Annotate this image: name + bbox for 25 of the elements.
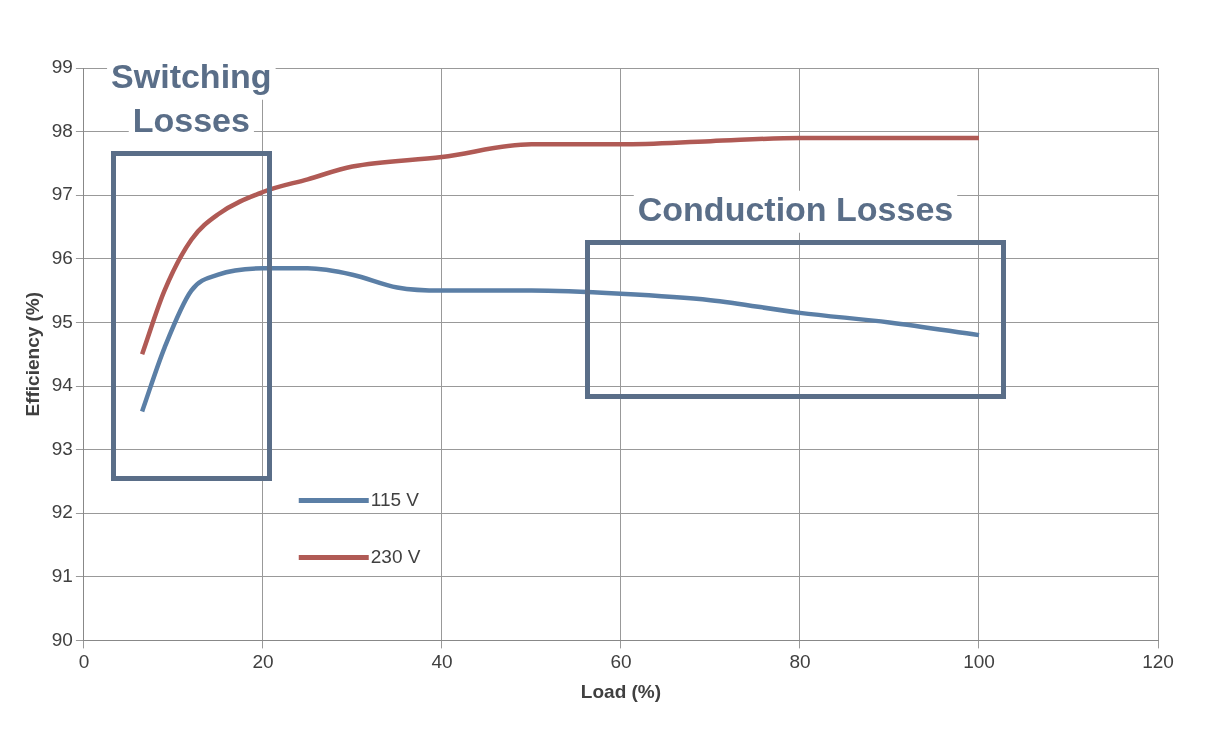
legend-label: 230 V: [370, 545, 421, 567]
y-tick-label: 99: [51, 56, 73, 78]
y-tick-label: 92: [51, 501, 73, 523]
line-series: [139, 135, 982, 357]
y-tick-label: 94: [51, 374, 74, 396]
x-tick-label: 120: [1142, 651, 1174, 673]
x-tick-label: 0: [78, 651, 90, 673]
legend-label: 115 V: [370, 488, 420, 510]
y-tick-label: 91: [51, 565, 73, 587]
x-tick-label: 60: [610, 651, 632, 673]
x-tick-label: 20: [252, 651, 274, 673]
y-tick-label: 97: [51, 183, 73, 205]
x-axis-title: Load (%): [580, 680, 662, 702]
annotation: Conduction Losses: [637, 190, 954, 229]
y-tick-label: 98: [51, 119, 73, 141]
y-tick-label: 90: [51, 628, 73, 650]
y-tick-label: 96: [51, 247, 73, 269]
y-tick-label: 95: [51, 310, 73, 332]
x-tick-label: 100: [963, 651, 995, 673]
y-tick-label: 93: [51, 437, 73, 459]
y-axis-title: Efficiency (%): [21, 291, 43, 417]
x-tick-label: 40: [431, 651, 453, 673]
line-series: [139, 266, 982, 414]
annotation: Switching Losses: [111, 57, 272, 140]
x-tick-label: 80: [789, 651, 811, 673]
